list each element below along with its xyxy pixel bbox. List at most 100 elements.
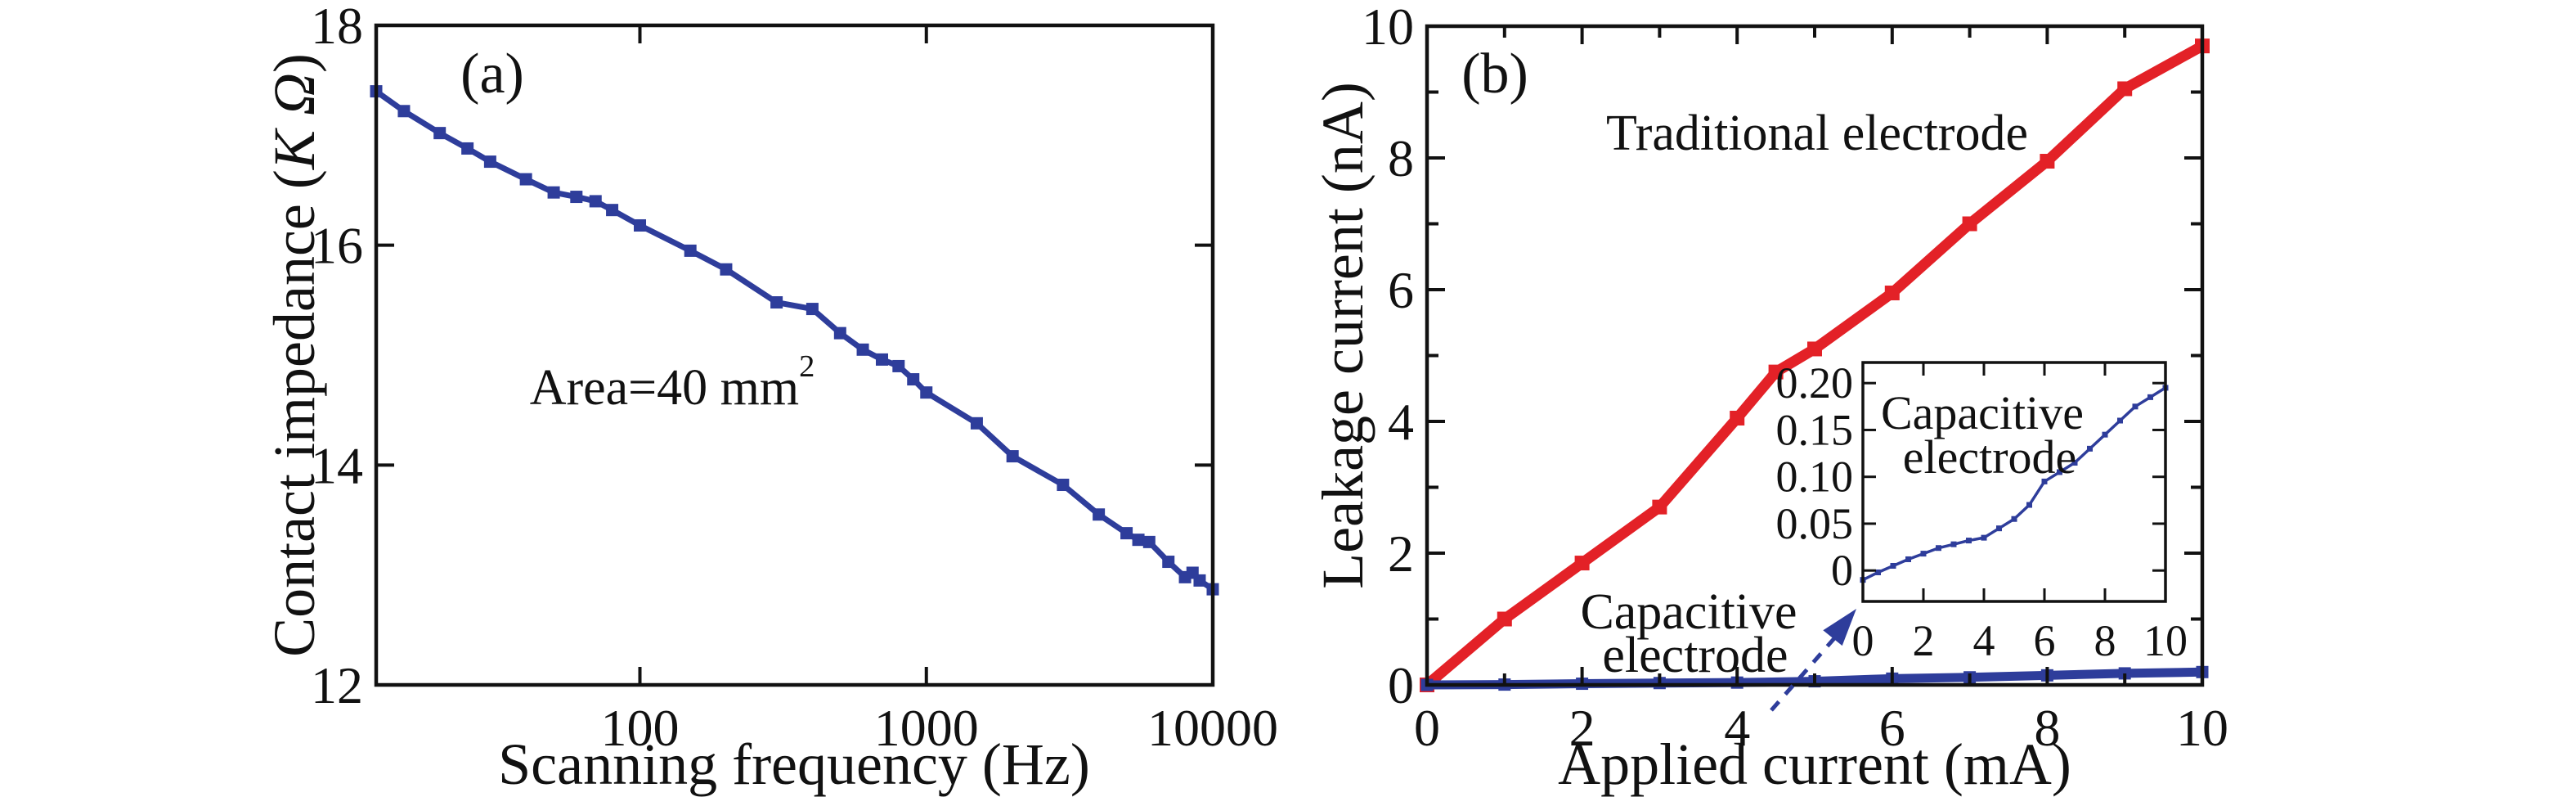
panel-b-x-axis-title: Applied current (mA) (1558, 732, 2071, 797)
data-point-marker (2118, 667, 2131, 680)
panel-a-annotation: Area=40 mm2 (530, 349, 815, 416)
data-point-marker (547, 186, 560, 199)
data-point-marker (1132, 534, 1145, 547)
arrow-head (1823, 609, 1856, 646)
x-tick-label: 6 (1879, 699, 1905, 757)
data-point-marker (684, 244, 697, 257)
data-point-marker (920, 386, 933, 399)
x-tick-label: 0 (1414, 699, 1440, 757)
data-point-marker (1981, 534, 1987, 541)
series-traditional-electrode (1421, 40, 2208, 691)
y-tick-label: 8 (1388, 129, 1414, 187)
x-tick-label: 1000 (874, 699, 979, 757)
data-point-marker (2132, 403, 2138, 410)
panel-b-ticks (1425, 25, 2204, 687)
inset-y-tick-label: 0.15 (1776, 405, 1854, 454)
data-point-marker (1574, 556, 1590, 571)
data-point-marker (2011, 516, 2017, 522)
inset-ticks (1861, 362, 2167, 601)
data-point-marker (1120, 527, 1133, 540)
data-point-marker (1652, 499, 1667, 515)
y-tick-label: 0 (1388, 656, 1414, 714)
y-tick-label: 18 (311, 0, 363, 55)
data-point-marker (1193, 574, 1206, 587)
data-point-marker (1497, 611, 1512, 627)
inset-y-tick-label: 0.20 (1776, 358, 1854, 408)
x-tick-label: 8 (2034, 699, 2060, 757)
data-point-marker (907, 373, 920, 386)
data-point-marker (483, 155, 496, 169)
data-point-marker (856, 343, 869, 356)
capacitive-electrode-label: Capacitive (1580, 584, 1797, 640)
inset-tick-labels: 0 2 4 6 8 1000.050.100.150.20 (1776, 358, 2188, 665)
y-tick-label: 14 (311, 436, 363, 494)
data-point-marker (770, 296, 783, 309)
data-point-marker (1768, 364, 1784, 380)
dashed-arrow-shaft (1770, 636, 1837, 712)
data-point-marker (589, 195, 602, 208)
inset-y-tick-label: 0.10 (1776, 453, 1854, 502)
data-point-marker (1890, 562, 1896, 569)
data-point-marker (2041, 478, 2048, 484)
panel-a-axis-box (374, 23, 1215, 687)
inset-capacitive-electrode-label: electrode (1903, 430, 2077, 484)
inset-x-tick-label: 6 (2034, 616, 2056, 665)
inset-x-tick-label: 10 (2143, 616, 2188, 665)
data-point-marker (806, 303, 819, 316)
data-point-marker (2102, 431, 2108, 438)
panel-b-y-axis-title: Leakage current (nA) (1310, 82, 1376, 589)
panel-a-tick-labels: 100 1000 10000 12 14 16 18 (311, 0, 1278, 757)
data-point-marker (1905, 556, 1911, 562)
panel-b-panel-label: (b) (1461, 43, 1528, 106)
data-point-marker (1142, 535, 1156, 548)
capacitive-electrode-label: electrode (1602, 628, 1788, 683)
data-point-marker (2026, 502, 2032, 508)
data-point-marker (892, 359, 905, 372)
data-point-marker (2117, 81, 2133, 97)
data-point-marker (1950, 541, 1957, 547)
panel-b-zoom-arrow (1770, 609, 1856, 712)
x-tick-label: 4 (1724, 699, 1750, 757)
inset-capacitive-electrode-label: Capacitive (1881, 386, 2084, 439)
inset-x-tick-label: 0 (1852, 616, 1874, 665)
inset-x-tick-label: 2 (1913, 616, 1935, 665)
y-tick-label: 6 (1388, 261, 1414, 319)
data-point-marker (397, 105, 411, 118)
y-tick-label: 12 (311, 656, 363, 714)
data-point-marker (876, 353, 889, 366)
data-point-marker (1057, 479, 1070, 492)
panel-a-y-axis-title: Contact impedance (K Ω) (262, 53, 327, 657)
data-point-marker (720, 263, 733, 276)
x-tick-label: 2 (1569, 699, 1595, 757)
data-point-marker (1875, 570, 1881, 576)
data-point-marker (1962, 216, 1977, 232)
data-point-marker (2040, 154, 2055, 169)
data-point-marker (1936, 545, 1941, 552)
data-point-marker (2117, 417, 2123, 424)
data-point-marker (2147, 394, 2153, 400)
data-point-marker (1093, 508, 1106, 521)
inset-y-tick-label: 0 (1831, 546, 1853, 595)
inset-y-tick-label: 0.05 (1776, 499, 1854, 548)
data-point-marker (833, 326, 846, 340)
inset-background (1863, 362, 2165, 601)
inset-x-tick-label: 8 (2094, 616, 2116, 665)
traditional-electrode-label: Traditional electrode (1606, 106, 2028, 161)
data-point-marker (970, 417, 983, 430)
series-contact-impedance (373, 88, 1216, 592)
data-point-marker (2087, 445, 2093, 452)
y-tick-label: 2 (1388, 525, 1414, 583)
data-point-marker (2057, 469, 2062, 475)
panel-a: 100 1000 10000 12 14 16 18 (a) Scanning frequenc… (262, 0, 1278, 797)
data-point-marker (634, 218, 647, 232)
x-tick-label: 10000 (1147, 699, 1278, 757)
data-point-marker (519, 173, 532, 186)
data-point-marker (606, 204, 619, 217)
data-point-marker (1807, 341, 1822, 357)
data-point-marker (1162, 556, 1175, 569)
data-point-marker (433, 127, 447, 140)
data-point-marker (1966, 538, 1972, 544)
